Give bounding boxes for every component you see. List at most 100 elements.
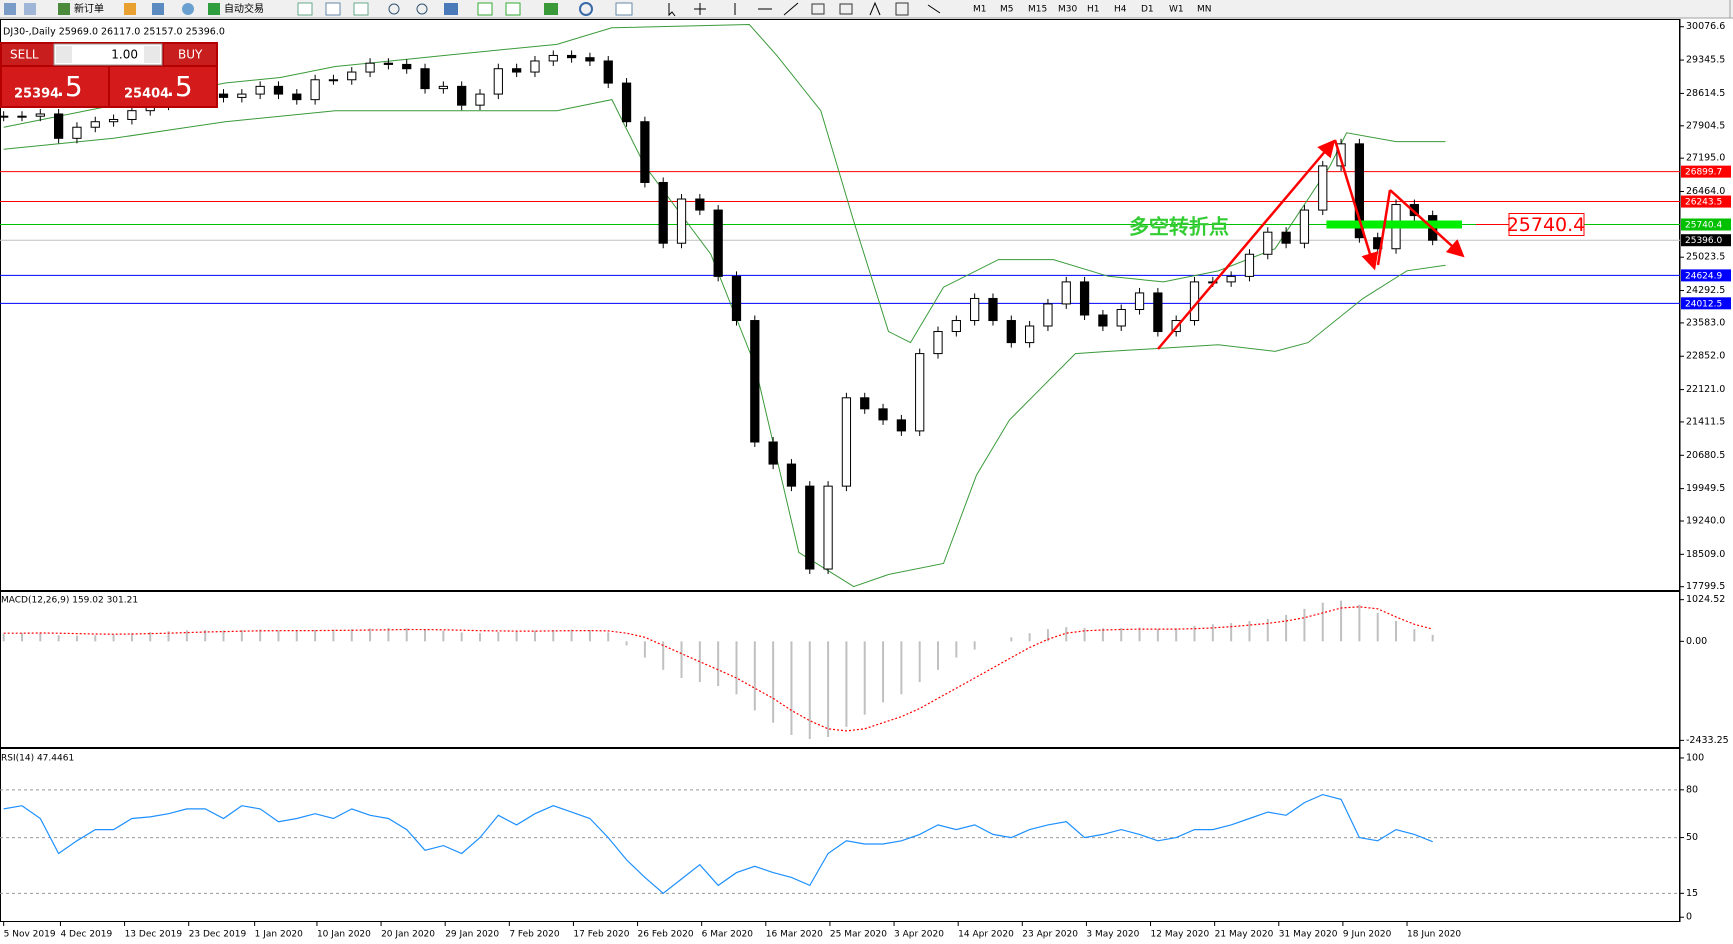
y-tick-label: 30076.6 bbox=[1686, 21, 1725, 32]
candle bbox=[310, 79, 320, 101]
price-level-box bbox=[1681, 165, 1731, 178]
x-tick-label: 16 Mar 2020 bbox=[766, 930, 823, 940]
fibo-tool[interactable] bbox=[839, 3, 853, 15]
y-tick-label: 28614.5 bbox=[1686, 88, 1725, 99]
zoom-in[interactable] bbox=[388, 3, 400, 15]
icon[interactable] bbox=[24, 3, 36, 15]
price-level-label: 25740.4 bbox=[1685, 221, 1722, 231]
candle bbox=[640, 121, 650, 183]
y-tick-label: -2433.25 bbox=[1686, 735, 1729, 746]
candle bbox=[1043, 303, 1053, 327]
icon[interactable] bbox=[182, 3, 194, 15]
x-tick-label: 23 Apr 2020 bbox=[1022, 930, 1078, 940]
new-order-button[interactable]: 新订单 bbox=[74, 2, 104, 15]
x-tick-label: 20 Jan 2020 bbox=[381, 930, 435, 940]
price-level-box bbox=[1681, 297, 1731, 310]
timeframe-button[interactable]: W1 bbox=[1169, 5, 1184, 15]
timeframe-button[interactable]: D1 bbox=[1141, 5, 1154, 15]
timeframe-button[interactable]: M30 bbox=[1058, 5, 1077, 15]
buy-price[interactable]: 25404 bbox=[124, 87, 169, 102]
x-tick-label: 12 May 2020 bbox=[1151, 930, 1210, 940]
volume-value[interactable]: 1.00 bbox=[111, 48, 138, 62]
icon[interactable] bbox=[505, 2, 521, 16]
indicators[interactable] bbox=[544, 3, 558, 15]
sell-label[interactable]: SELL bbox=[10, 48, 39, 62]
candle bbox=[292, 93, 302, 101]
sell-price[interactable]: 25394 bbox=[14, 87, 59, 102]
candle bbox=[402, 63, 412, 70]
sell-price-fraction[interactable]: .5 bbox=[56, 70, 83, 103]
candle bbox=[328, 79, 339, 82]
zoom-out[interactable] bbox=[416, 3, 428, 15]
cursor-tool[interactable] bbox=[668, 3, 676, 17]
candle bbox=[1079, 281, 1090, 316]
candle bbox=[17, 115, 27, 118]
candle bbox=[1336, 143, 1346, 167]
icon[interactable] bbox=[477, 2, 493, 16]
buy-label[interactable]: BUY bbox=[178, 48, 203, 62]
candle bbox=[72, 126, 82, 139]
y-tick-label: 24292.5 bbox=[1686, 285, 1725, 296]
price-level-label: 24012.5 bbox=[1685, 299, 1722, 309]
price-level-label: 26899.7 bbox=[1685, 168, 1722, 178]
auto-trading-button[interactable]: 自动交易 bbox=[224, 2, 264, 15]
trendline-tool[interactable] bbox=[783, 2, 799, 16]
y-tick-label: 19949.5 bbox=[1686, 483, 1725, 494]
chart-header: DJ30-,Daily 25969.0 26117.0 25157.0 2539… bbox=[3, 27, 225, 38]
text-tool[interactable] bbox=[869, 1, 881, 16]
candle bbox=[1024, 325, 1035, 344]
new-order-icon[interactable] bbox=[58, 3, 70, 15]
x-tick-label: 18 Jun 2020 bbox=[1407, 930, 1461, 940]
bollinger-band bbox=[3, 23, 1446, 344]
price-level-box bbox=[1681, 269, 1731, 282]
x-tick-label: 4 Dec 2019 bbox=[60, 930, 112, 940]
y-tick-label: 23583.0 bbox=[1686, 317, 1725, 328]
templates[interactable] bbox=[615, 2, 633, 16]
timeframe-button[interactable]: M5 bbox=[1000, 5, 1014, 15]
plot-layer: 25740.4 多空转折点 30076.6 29345.5 28614.5 27904.5… bbox=[0, 21, 1731, 940]
timeframe-button[interactable]: MN bbox=[1197, 5, 1212, 15]
candle bbox=[933, 331, 943, 355]
icon[interactable] bbox=[124, 3, 136, 15]
volume-up[interactable] bbox=[144, 46, 160, 63]
timeframe-button[interactable]: M1 bbox=[973, 5, 987, 15]
arrows-tool[interactable] bbox=[927, 4, 941, 14]
sell-button[interactable] bbox=[2, 44, 54, 65]
buy-button[interactable] bbox=[164, 44, 216, 65]
channel-tool[interactable] bbox=[811, 3, 825, 15]
x-tick-label: 5 Nov 2019 bbox=[4, 930, 56, 940]
icon[interactable] bbox=[353, 2, 369, 16]
timeframe-button[interactable]: H1 bbox=[1087, 5, 1100, 15]
crosshair-tool[interactable] bbox=[694, 3, 706, 15]
y-tick-label: 1024.52 bbox=[1686, 594, 1725, 605]
timeframe-button[interactable]: M15 bbox=[1028, 5, 1047, 15]
icon[interactable] bbox=[325, 2, 341, 16]
y-tick-label: 27195.0 bbox=[1686, 153, 1725, 164]
rsi-line bbox=[3, 793, 1433, 895]
label-tool[interactable] bbox=[895, 2, 909, 16]
y-tick-label: 100 bbox=[1686, 752, 1704, 763]
toolbar-bg bbox=[0, 0, 1733, 18]
volume-down[interactable] bbox=[56, 46, 72, 63]
candle bbox=[438, 85, 448, 90]
y-tick-label: 25023.5 bbox=[1686, 252, 1725, 263]
y-tick-label: 0 bbox=[1686, 912, 1692, 923]
candle bbox=[383, 62, 394, 65]
buy-price-tile[interactable] bbox=[110, 67, 216, 106]
tile-windows[interactable] bbox=[444, 3, 458, 15]
sell-price-tile[interactable] bbox=[2, 67, 108, 106]
auto-trading-icon[interactable] bbox=[208, 3, 220, 15]
arrow-line bbox=[1376, 189, 1392, 266]
icon[interactable] bbox=[152, 3, 164, 15]
timeframe-button[interactable]: H4 bbox=[1114, 5, 1127, 15]
chart-frame bbox=[0, 19, 1680, 922]
volume-field[interactable] bbox=[53, 43, 163, 66]
toolbar: 新订单 自动交易 bbox=[0, 0, 1733, 19]
buy-price-fraction[interactable]: .5 bbox=[166, 70, 193, 103]
periods[interactable] bbox=[579, 2, 593, 16]
icon[interactable] bbox=[4, 3, 16, 15]
icon[interactable] bbox=[297, 2, 313, 16]
candle bbox=[548, 54, 558, 62]
candle bbox=[951, 320, 961, 333]
candle bbox=[896, 419, 906, 432]
